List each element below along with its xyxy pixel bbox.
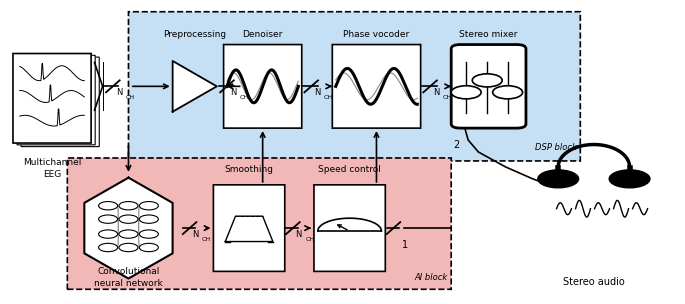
Text: CH: CH xyxy=(443,95,451,100)
Circle shape xyxy=(119,202,138,210)
FancyBboxPatch shape xyxy=(223,45,301,128)
Text: N: N xyxy=(192,230,199,239)
Circle shape xyxy=(119,230,138,238)
Text: Preprocessing: Preprocessing xyxy=(163,29,226,39)
Text: N: N xyxy=(314,88,321,97)
Text: CH: CH xyxy=(239,95,249,100)
Text: Speed control: Speed control xyxy=(319,165,381,174)
Polygon shape xyxy=(173,61,217,112)
Text: DSP block: DSP block xyxy=(535,143,577,152)
Circle shape xyxy=(609,170,650,188)
Circle shape xyxy=(139,230,158,238)
Text: CH: CH xyxy=(126,95,135,100)
Text: AI block: AI block xyxy=(414,273,448,282)
Text: CH: CH xyxy=(305,237,314,242)
Text: Convolutional: Convolutional xyxy=(97,267,160,276)
FancyBboxPatch shape xyxy=(332,45,421,128)
Circle shape xyxy=(139,243,158,252)
FancyBboxPatch shape xyxy=(67,158,451,289)
Circle shape xyxy=(139,215,158,223)
Text: Denoiser: Denoiser xyxy=(242,29,283,39)
Text: Stereo audio: Stereo audio xyxy=(563,277,625,287)
Polygon shape xyxy=(84,178,173,278)
FancyBboxPatch shape xyxy=(314,185,385,271)
FancyBboxPatch shape xyxy=(451,45,526,128)
Circle shape xyxy=(451,86,481,99)
Circle shape xyxy=(99,243,118,252)
Text: neural network: neural network xyxy=(94,279,163,288)
Circle shape xyxy=(472,74,502,87)
Circle shape xyxy=(139,202,158,210)
Circle shape xyxy=(99,230,118,238)
Text: N: N xyxy=(229,88,236,97)
Circle shape xyxy=(538,170,579,188)
Text: N: N xyxy=(296,230,302,239)
Text: Phase vocoder: Phase vocoder xyxy=(343,29,410,39)
FancyBboxPatch shape xyxy=(214,185,285,271)
Circle shape xyxy=(99,202,118,210)
Text: CH: CH xyxy=(202,237,211,242)
Text: CH: CH xyxy=(323,95,333,100)
Text: N: N xyxy=(116,88,123,97)
Circle shape xyxy=(99,215,118,223)
Polygon shape xyxy=(225,216,273,242)
Circle shape xyxy=(119,215,138,223)
Text: Multichannel: Multichannel xyxy=(23,158,82,167)
FancyBboxPatch shape xyxy=(13,54,91,143)
Circle shape xyxy=(119,243,138,252)
FancyBboxPatch shape xyxy=(21,57,99,147)
Circle shape xyxy=(493,86,523,99)
Text: 2: 2 xyxy=(453,140,460,150)
Text: Stereo mixer: Stereo mixer xyxy=(460,29,518,39)
FancyBboxPatch shape xyxy=(129,12,580,161)
Text: Smoothing: Smoothing xyxy=(225,165,273,174)
Text: 1: 1 xyxy=(401,240,408,250)
Polygon shape xyxy=(318,218,382,231)
Text: EEG: EEG xyxy=(43,170,61,179)
FancyBboxPatch shape xyxy=(17,55,95,145)
Text: N: N xyxy=(433,88,439,97)
